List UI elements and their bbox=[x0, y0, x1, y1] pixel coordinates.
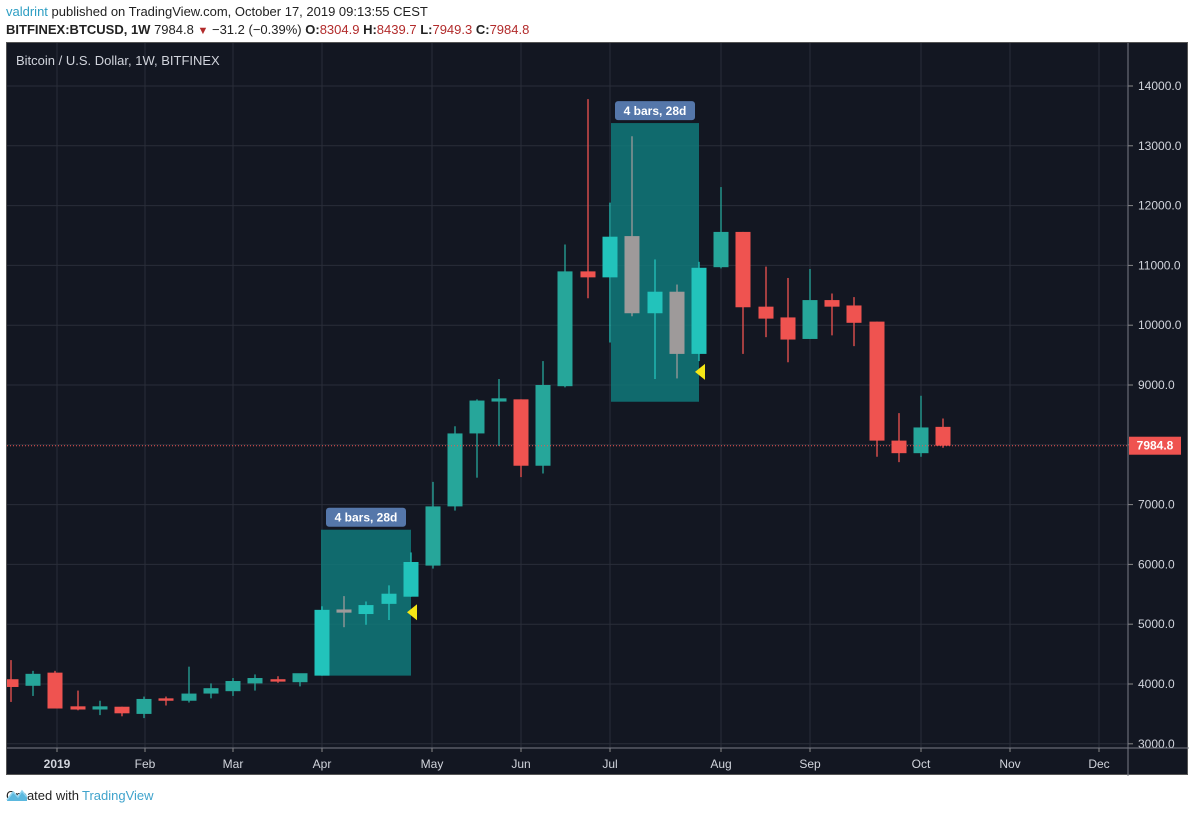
candle-body[interactable] bbox=[425, 506, 441, 566]
candle-body[interactable] bbox=[602, 236, 618, 278]
time-axis-label: Mar bbox=[223, 757, 244, 771]
candle-body[interactable] bbox=[203, 688, 219, 694]
price-axis-label: 7000.0 bbox=[1138, 498, 1175, 512]
symbol-info-bar: BITFINEX:BTCUSD, 1W 7984.8 ▼ −31.2 (−0.3… bbox=[6, 22, 529, 37]
candle-body[interactable] bbox=[513, 399, 529, 466]
time-axis-label: Aug bbox=[710, 757, 731, 771]
candle-body[interactable] bbox=[935, 426, 951, 446]
candle-body[interactable] bbox=[92, 706, 108, 710]
candle-body[interactable] bbox=[447, 433, 463, 507]
candle-body[interactable] bbox=[669, 291, 685, 354]
yellow-triangle-marker-icon bbox=[407, 604, 417, 621]
candle-body[interactable] bbox=[358, 605, 374, 615]
candle-body[interactable] bbox=[70, 706, 86, 710]
down-arrow-icon: ▼ bbox=[197, 25, 209, 37]
date-range-label-bg bbox=[326, 507, 406, 527]
candlestick-chart[interactable]: 3000.04000.05000.06000.07000.08000.09000… bbox=[7, 43, 1189, 776]
symbol-label: BITFINEX:BTCUSD, 1W bbox=[6, 22, 151, 37]
high-label: H: bbox=[363, 22, 377, 37]
candle-body[interactable] bbox=[469, 400, 485, 434]
price-axis-label: 3000.0 bbox=[1138, 737, 1175, 751]
candle-body[interactable] bbox=[557, 271, 573, 387]
tradingview-logo-icon bbox=[6, 789, 28, 801]
date-range-label: 4 bars, 28d bbox=[624, 104, 687, 118]
candle-body[interactable] bbox=[25, 673, 41, 686]
current-price-badge bbox=[1129, 436, 1181, 455]
candle-body[interactable] bbox=[535, 385, 551, 466]
time-axis-label: Dec bbox=[1088, 757, 1109, 771]
price-axis-label: 6000.0 bbox=[1138, 557, 1175, 571]
candle-body[interactable] bbox=[336, 609, 352, 613]
time-axis-label: Nov bbox=[999, 757, 1020, 771]
candle-body[interactable] bbox=[824, 300, 840, 307]
tradingview-brand-link[interactable]: TradingView bbox=[81, 788, 154, 803]
candle-body[interactable] bbox=[624, 236, 640, 314]
low-value: 7949.3 bbox=[432, 22, 473, 37]
candle-body[interactable] bbox=[891, 440, 907, 454]
candle-body[interactable] bbox=[114, 706, 130, 714]
candle-body[interactable] bbox=[270, 679, 286, 682]
candle-body[interactable] bbox=[647, 291, 663, 314]
price-axis-label: 11000.0 bbox=[1138, 258, 1181, 272]
low-label: L: bbox=[420, 22, 433, 37]
candle-body[interactable] bbox=[758, 306, 774, 319]
candle-body[interactable] bbox=[225, 681, 241, 692]
price-axis-label: 12000.0 bbox=[1138, 199, 1182, 213]
candle-body[interactable] bbox=[491, 398, 507, 402]
footer: Created with TradingView bbox=[6, 788, 154, 803]
date-range-label-bg bbox=[615, 101, 695, 121]
time-axis-label: Oct bbox=[912, 757, 931, 771]
price-axis-label: 5000.0 bbox=[1138, 617, 1175, 631]
author-link[interactable]: valdrint bbox=[6, 4, 48, 19]
candle-body[interactable] bbox=[713, 231, 729, 268]
chart-pane[interactable]: 3000.04000.05000.06000.07000.08000.09000… bbox=[6, 42, 1189, 776]
candle-body[interactable] bbox=[181, 693, 197, 701]
candle-body[interactable] bbox=[802, 300, 818, 339]
price-axis-label: 9000.0 bbox=[1138, 378, 1175, 392]
published-text: published on TradingView.com, October 17… bbox=[51, 4, 428, 19]
close-label: C: bbox=[475, 22, 490, 37]
current-price-label: 7984.8 bbox=[1137, 439, 1174, 453]
candle-body[interactable] bbox=[247, 678, 263, 684]
publish-info: valdrint published on TradingView.com, O… bbox=[6, 4, 428, 19]
candle-body[interactable] bbox=[780, 317, 796, 340]
candle-body[interactable] bbox=[913, 427, 929, 454]
time-axis-label: Jul bbox=[602, 757, 617, 771]
date-range-label: 4 bars, 28d bbox=[335, 511, 398, 525]
time-axis-label: 2019 bbox=[44, 757, 71, 771]
candle-body[interactable] bbox=[735, 231, 751, 308]
candle-body[interactable] bbox=[580, 271, 596, 278]
candle-body[interactable] bbox=[136, 698, 152, 714]
candle-body[interactable] bbox=[869, 321, 885, 441]
price-change: −31.2 (−0.39%) bbox=[211, 22, 302, 37]
candle-body[interactable] bbox=[691, 267, 707, 354]
candle-body[interactable] bbox=[381, 593, 397, 604]
candle-body[interactable] bbox=[314, 609, 330, 676]
price-axis-label: 4000.0 bbox=[1138, 677, 1175, 691]
high-value: 8439.7 bbox=[376, 22, 417, 37]
chart-legend-title: Bitcoin / U.S. Dollar, 1W, BITFINEX bbox=[16, 53, 220, 68]
candle-body[interactable] bbox=[47, 672, 63, 709]
candle-body[interactable] bbox=[158, 698, 174, 701]
time-axis-label: Sep bbox=[799, 757, 821, 771]
price-axis-label: 14000.0 bbox=[1138, 79, 1182, 93]
candle-body[interactable] bbox=[7, 679, 19, 687]
open-label: O: bbox=[305, 22, 320, 37]
yellow-triangle-marker-icon bbox=[695, 363, 705, 380]
time-axis-label: Feb bbox=[135, 757, 156, 771]
last-price: 7984.8 bbox=[154, 22, 194, 37]
price-axis-label: 10000.0 bbox=[1138, 318, 1182, 332]
close-value: 7984.8 bbox=[489, 22, 530, 37]
price-axis-label: 13000.0 bbox=[1138, 139, 1182, 153]
time-axis-label: May bbox=[421, 757, 444, 771]
candle-body[interactable] bbox=[403, 562, 419, 597]
candle-body[interactable] bbox=[292, 673, 308, 683]
candle-body[interactable] bbox=[846, 305, 862, 323]
open-value: 8304.9 bbox=[319, 22, 360, 37]
time-axis-label: Apr bbox=[313, 757, 332, 771]
time-axis-label: Jun bbox=[511, 757, 530, 771]
